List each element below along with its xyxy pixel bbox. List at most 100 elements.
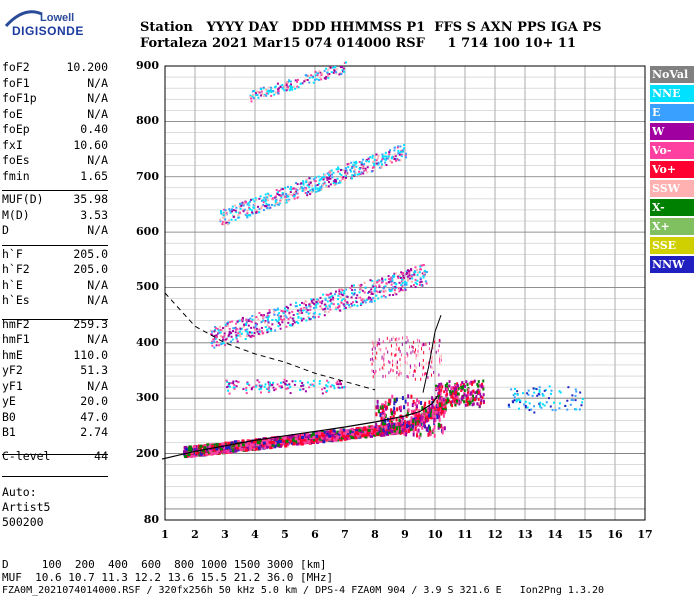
echo-point xyxy=(261,92,264,95)
echo-point xyxy=(270,329,273,332)
echo-point xyxy=(341,289,344,292)
echo-point xyxy=(228,385,231,388)
echo-point xyxy=(390,161,393,164)
echo-point xyxy=(343,437,347,441)
echo-point xyxy=(456,395,459,399)
echo-point xyxy=(438,385,441,389)
echo-point xyxy=(320,186,323,189)
echo-point xyxy=(292,319,295,322)
legend-item: E xyxy=(650,104,694,121)
echo-point xyxy=(352,284,355,287)
echo-point xyxy=(454,393,457,397)
echo-point xyxy=(282,315,285,318)
echo-point xyxy=(242,325,245,328)
echo-point xyxy=(466,400,469,404)
echo-point xyxy=(404,287,407,290)
echo-point xyxy=(280,438,284,442)
echo-point xyxy=(425,361,427,365)
echo-point xyxy=(291,380,294,383)
echo-point xyxy=(295,321,298,324)
echo-point xyxy=(292,313,295,316)
echo-point xyxy=(309,308,312,311)
echo-point xyxy=(375,412,378,417)
echo-point xyxy=(336,430,340,434)
echo-point xyxy=(256,93,259,96)
echo-point xyxy=(402,272,405,275)
echo-point xyxy=(399,349,401,353)
logo-lowell: Lowell xyxy=(40,12,75,24)
echo-point xyxy=(349,168,352,171)
echo-point xyxy=(302,309,305,312)
echo-point xyxy=(287,193,290,196)
echo-point xyxy=(237,334,240,337)
echo-point xyxy=(440,382,443,386)
echo-point xyxy=(222,216,225,219)
echo-point xyxy=(280,194,283,197)
echo-point xyxy=(416,279,419,282)
echo-point xyxy=(219,334,222,337)
echo-point xyxy=(286,387,289,390)
echo-point xyxy=(361,301,364,304)
echo-point xyxy=(416,283,419,286)
echo-point xyxy=(250,388,253,391)
echo-point xyxy=(295,442,299,446)
echo-point xyxy=(246,328,249,331)
echo-point xyxy=(303,307,306,310)
echo-point xyxy=(245,330,248,333)
echo-point xyxy=(224,338,227,341)
echo-point xyxy=(318,440,322,444)
echo-point xyxy=(383,286,386,289)
echo-point xyxy=(385,347,387,351)
echo-point xyxy=(386,336,388,340)
param-name: D xyxy=(2,223,9,237)
echo-point xyxy=(290,188,293,191)
echo-point xyxy=(274,329,277,332)
echo-point xyxy=(318,187,321,190)
echo-point xyxy=(413,413,416,418)
echo-point xyxy=(551,409,554,412)
echo-point xyxy=(231,205,234,208)
separator xyxy=(2,319,108,320)
echo-point xyxy=(311,383,314,386)
echo-point xyxy=(431,360,433,364)
echo-point xyxy=(243,323,246,326)
echo-point xyxy=(251,334,254,337)
echo-point xyxy=(285,81,288,84)
echo-point xyxy=(519,399,522,402)
echo-point xyxy=(249,94,252,97)
echo-point xyxy=(262,316,265,319)
y-tick-label: 300 xyxy=(136,391,159,405)
echo-point xyxy=(450,391,453,395)
echo-point xyxy=(443,407,447,411)
echo-point xyxy=(254,329,257,332)
echo-point xyxy=(384,406,387,411)
echo-point xyxy=(235,328,238,331)
echo-point xyxy=(412,418,415,423)
echo-point xyxy=(240,327,243,330)
param-name: foF1 xyxy=(2,75,30,90)
separator xyxy=(2,245,108,246)
echo-point xyxy=(255,209,258,212)
echo-point xyxy=(472,389,475,393)
echo-point xyxy=(288,313,291,316)
echo-point xyxy=(265,316,268,319)
echo-point xyxy=(237,319,240,322)
echo-point xyxy=(456,384,459,388)
echo-point xyxy=(320,388,323,391)
echo-point xyxy=(394,338,396,342)
echo-point xyxy=(374,286,377,289)
echo-point xyxy=(304,304,307,307)
echo-point xyxy=(295,190,298,193)
echo-point xyxy=(374,371,376,375)
echo-point xyxy=(314,70,317,73)
echo-point xyxy=(463,383,466,387)
echo-point xyxy=(423,404,426,409)
echo-point xyxy=(311,187,314,190)
echo-point xyxy=(464,384,467,388)
echo-point xyxy=(344,296,347,299)
echo-point xyxy=(338,73,341,76)
echo-point xyxy=(373,433,377,437)
echo-point xyxy=(322,440,326,444)
echo-point xyxy=(240,332,243,335)
echo-point xyxy=(339,309,342,312)
